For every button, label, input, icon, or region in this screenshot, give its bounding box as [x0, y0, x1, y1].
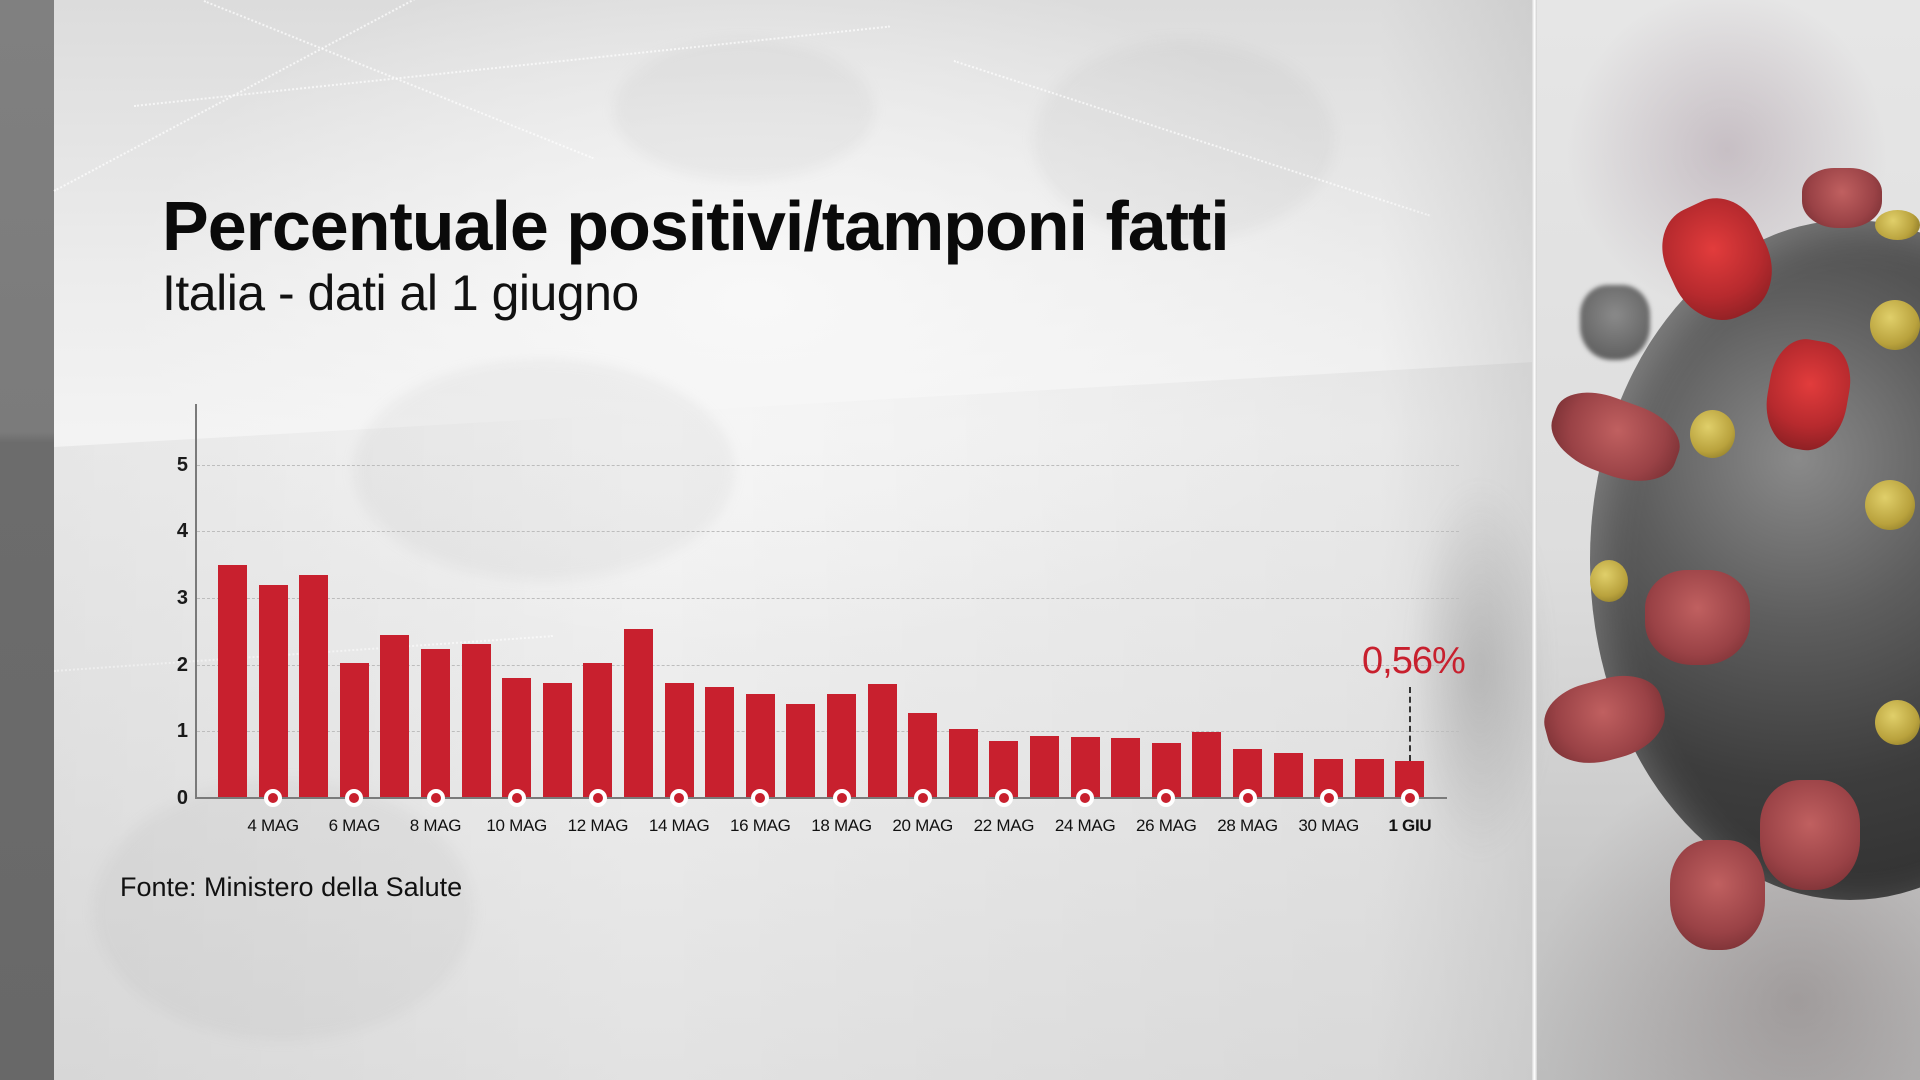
world-map-shape [94, 780, 474, 1040]
virus-protein-icon [1690, 410, 1735, 458]
bar [664, 683, 694, 798]
y-tick-label: 3 [176, 586, 188, 609]
x-tick-dot-icon [1319, 789, 1338, 807]
y-tick-label: 4 [176, 520, 188, 543]
bar [624, 628, 653, 798]
x-tick-label: 28 MAG [1217, 816, 1278, 835]
virus-blurred-reflection [1410, 480, 1550, 860]
x-tick-dot-icon [670, 789, 689, 807]
x-tick-dot-icon [913, 789, 932, 807]
bar [1273, 753, 1303, 798]
x-tick-label: 12 MAG [567, 816, 629, 835]
bar [583, 663, 613, 798]
y-axis [195, 404, 197, 799]
left-edge-strip [0, 0, 54, 1080]
y-tick-label: 1 [176, 720, 188, 743]
virus-protein-icon [1875, 700, 1920, 745]
bar [299, 574, 329, 798]
bar [258, 584, 288, 798]
data-source: Fonte: Ministero della Salute [120, 872, 463, 902]
y-tick-label: 2 [176, 653, 188, 676]
bar [827, 693, 856, 798]
bar [218, 565, 247, 798]
bar [908, 713, 938, 798]
bar [502, 677, 532, 798]
chart-title: Percentuale positivi/tamponi fatti [162, 187, 1230, 265]
virus-protein-icon [1865, 480, 1915, 530]
x-tick-dot-icon [1157, 789, 1176, 807]
virus-protein-icon [1590, 560, 1628, 602]
x-tick-label: 6 MAG [328, 816, 381, 835]
bar [745, 693, 775, 798]
chart-subtitle: Italia - dati al 1 giugno [162, 265, 639, 321]
latest-value-callout: 0,56% [1362, 640, 1466, 682]
bar [1354, 758, 1384, 798]
bar [948, 728, 978, 798]
bar [461, 643, 491, 798]
x-tick-dot-icon [1076, 789, 1095, 807]
callout-leader-line [1408, 687, 1411, 761]
virus-spike-icon [1802, 168, 1882, 228]
bar [786, 703, 816, 798]
x-tick-dot-icon [264, 789, 283, 807]
virus-spike-icon [1645, 570, 1750, 665]
gridline [197, 464, 1459, 466]
world-map-shape [1034, 40, 1334, 240]
bar [380, 634, 410, 798]
bar [867, 683, 897, 798]
x-tick-label: 30 MAG [1298, 816, 1359, 835]
bar [421, 649, 450, 798]
x-tick-label: 8 MAG [409, 816, 462, 835]
x-tick-dot-icon [588, 789, 607, 807]
gridline [197, 664, 1459, 666]
x-tick-dot-icon [426, 789, 445, 807]
x-tick-label: 18 MAG [811, 816, 872, 835]
virus-protein-icon [1870, 300, 1920, 350]
bar [1111, 737, 1141, 798]
virus-spike-icon [1670, 840, 1765, 950]
x-tick-label: 16 MAG [730, 816, 791, 835]
gridline [197, 531, 1459, 533]
x-tick-label: 20 MAG [892, 816, 953, 835]
x-tick-label: 1 GIU [1388, 816, 1432, 835]
background-fade [1380, 0, 1534, 1080]
x-tick-dot-icon [1400, 789, 1419, 807]
bar [1192, 731, 1222, 798]
virus-protein-icon [1875, 210, 1920, 240]
gridline [197, 597, 1459, 599]
y-tick-label: 0 [176, 787, 188, 809]
virus-spike-icon [1760, 780, 1860, 890]
x-tick-dot-icon [507, 789, 526, 807]
x-tick-label: 24 MAG [1054, 816, 1116, 835]
bar [542, 683, 572, 798]
x-tick-dot-icon [994, 789, 1013, 807]
x-tick-label: 10 MAG [486, 816, 547, 835]
background-panel [53, 0, 1534, 1080]
x-tick-label: 4 MAG [247, 816, 299, 835]
bar [339, 663, 369, 798]
world-map-shape [354, 360, 734, 580]
x-tick-dot-icon [832, 789, 851, 807]
bar [1030, 735, 1059, 798]
bar [1151, 743, 1181, 798]
world-map-shape [614, 40, 874, 180]
x-tick-dot-icon [345, 789, 364, 807]
x-tick-label: 26 MAG [1136, 816, 1197, 835]
x-tick-label: 22 MAG [973, 816, 1035, 835]
bar [705, 687, 735, 798]
virus-spike-icon [1580, 285, 1650, 360]
x-tick-dot-icon [1238, 789, 1257, 807]
x-tick-label: 14 MAG [648, 816, 710, 835]
y-tick-label: 5 [176, 453, 188, 476]
bar [1070, 736, 1100, 798]
x-axis [195, 797, 1447, 799]
bar [989, 741, 1019, 798]
x-tick-dot-icon [751, 789, 770, 807]
panel-divider [1532, 0, 1537, 1080]
